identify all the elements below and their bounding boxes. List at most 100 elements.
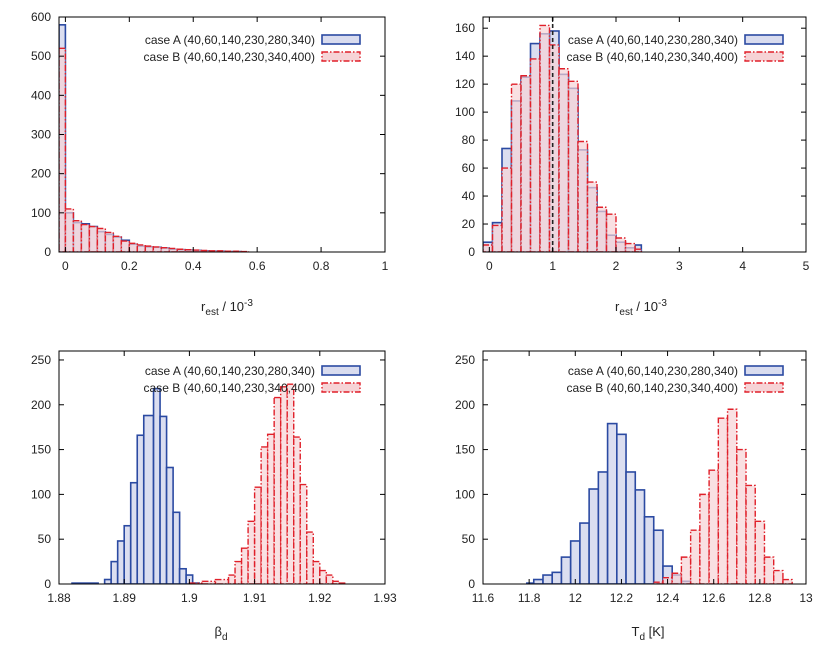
y-tick-label: 50 — [462, 532, 476, 546]
legend-label-case-a: case A (40,60,140,230,280,340) — [568, 33, 738, 47]
y-tick-label: 40 — [462, 189, 476, 203]
y-tick-label: 600 — [31, 10, 51, 24]
y-tick-label: 500 — [31, 49, 51, 63]
histogram-bar — [653, 581, 664, 584]
x-axis-label: Td [K] — [631, 624, 664, 643]
y-tick-label: 300 — [31, 128, 51, 142]
histogram-bar — [103, 578, 112, 584]
histogram-bar — [579, 522, 590, 584]
histogram-bar — [72, 219, 83, 252]
histogram-bar — [491, 224, 503, 252]
legend-swatch-case-b — [744, 51, 784, 62]
histogram-bar — [745, 484, 756, 584]
legend-label-case-a: case A (40,60,140,230,280,340) — [568, 364, 738, 378]
histogram-bar — [142, 414, 155, 584]
histogram-bar — [159, 415, 168, 584]
histogram-bar — [136, 434, 145, 584]
y-tick-label: 0 — [468, 245, 475, 259]
histogram-bar — [616, 433, 627, 584]
legend-swatch-case-a — [321, 365, 361, 376]
histogram-bar — [172, 511, 181, 584]
histogram-bar — [129, 481, 139, 584]
histogram-bar — [596, 206, 608, 252]
histogram-bar — [726, 408, 738, 584]
x-tick-label: 1.93 — [373, 591, 397, 605]
series-case-a — [526, 422, 692, 584]
histogram-bar — [110, 560, 119, 584]
x-tick-label: 12.6 — [702, 591, 726, 605]
histogram-bar — [178, 567, 187, 584]
legend-label-case-b: case B (40,60,140,230,340,400) — [144, 381, 315, 395]
x-axis-label: rest / 10-3 — [201, 298, 253, 318]
histogram-bar — [671, 572, 683, 584]
histogram-bar — [569, 540, 581, 584]
histogram-bar — [548, 44, 560, 252]
histogram-bar — [652, 529, 664, 584]
chart-panel-bottom-left: 1.88 1.89 1.9 1.91 1.92 1.93 0 50 100 150 200 250 βd… — [31, 350, 397, 643]
histogram-bar — [306, 531, 314, 584]
histogram-bar — [605, 213, 617, 252]
histogram-bar — [136, 244, 146, 252]
legend-label-case-a: case A (40,60,140,230,280,340) — [145, 33, 315, 47]
y-tick-label: 400 — [31, 88, 51, 102]
histogram-bar — [152, 387, 161, 584]
legend-swatch-case-a — [321, 34, 361, 45]
histogram-bar — [483, 244, 494, 252]
x-tick-label: 1 — [382, 259, 389, 273]
histogram-bar — [773, 569, 784, 584]
x-tick-label: 3 — [676, 259, 683, 273]
x-tick-label: 0.8 — [313, 259, 330, 273]
histogram-bar — [782, 578, 793, 584]
x-tick-label: 12.8 — [748, 591, 772, 605]
x-tick-label: 0 — [62, 259, 69, 273]
chart-panel-top-right: 0 1 2 3 4 5 0 20 40 60 80 100 120 140 160 rest / 10-3 ca… — [455, 16, 810, 318]
histogram-bar — [577, 140, 589, 252]
histogram-bar — [266, 433, 275, 584]
chart-panel-top-left: 0 0.2 0.4 0.6 0.8 1 0 100 200 300 400 500 600 rest / … — [31, 10, 389, 318]
histogram-bar — [293, 436, 301, 584]
y-tick-label: 150 — [455, 443, 475, 457]
y-tick-label: 140 — [455, 49, 475, 63]
histogram-bar — [59, 47, 67, 252]
x-tick-label: 1.92 — [308, 591, 332, 605]
y-tick-label: 0 — [468, 577, 475, 591]
histogram-bar — [165, 466, 174, 584]
histogram-bar — [88, 225, 99, 252]
x-tick-label: 12 — [569, 591, 583, 605]
histogram-bar — [689, 529, 701, 584]
y-tick-label: 20 — [462, 217, 476, 231]
histogram-bar — [319, 569, 328, 584]
histogram-bar — [680, 556, 692, 584]
y-tick-label: 200 — [455, 398, 475, 412]
legend-label-case-b: case B (40,60,140,230,340,400) — [567, 381, 738, 395]
series-case-b — [59, 47, 250, 252]
y-tick-label: 200 — [31, 167, 51, 181]
y-tick-label: 200 — [31, 398, 51, 412]
histogram-bar — [699, 493, 710, 584]
x-tick-label: 13 — [799, 591, 813, 605]
histogram-bar — [634, 489, 646, 584]
x-tick-label: 0 — [486, 259, 493, 273]
histogram-bar — [708, 469, 720, 584]
series-case-b — [483, 24, 643, 252]
x-tick-label: 1.88 — [47, 591, 71, 605]
y-tick-label: 250 — [31, 353, 51, 367]
x-tick-label: 0.4 — [185, 259, 202, 273]
bars-top-right — [483, 24, 643, 252]
x-tick-label: 11.6 — [472, 591, 495, 605]
bars-bottom-right — [526, 408, 793, 584]
x-tick-label: 1 — [549, 259, 556, 273]
series-case-b — [653, 408, 793, 584]
histogram-bar — [247, 520, 256, 584]
legend-label-case-b: case B (40,60,140,230,340,400) — [567, 50, 738, 64]
y-tick-label: 80 — [462, 133, 476, 147]
histogram-bar — [588, 488, 600, 584]
histogram-bar — [260, 446, 269, 584]
plot-frame — [58, 350, 386, 585]
histogram-bar — [227, 574, 236, 584]
histogram-bar — [529, 58, 541, 252]
histogram-bar — [539, 24, 551, 252]
histogram-bar — [643, 515, 655, 584]
histogram-bar — [253, 486, 262, 584]
histogram-bar — [299, 483, 308, 584]
